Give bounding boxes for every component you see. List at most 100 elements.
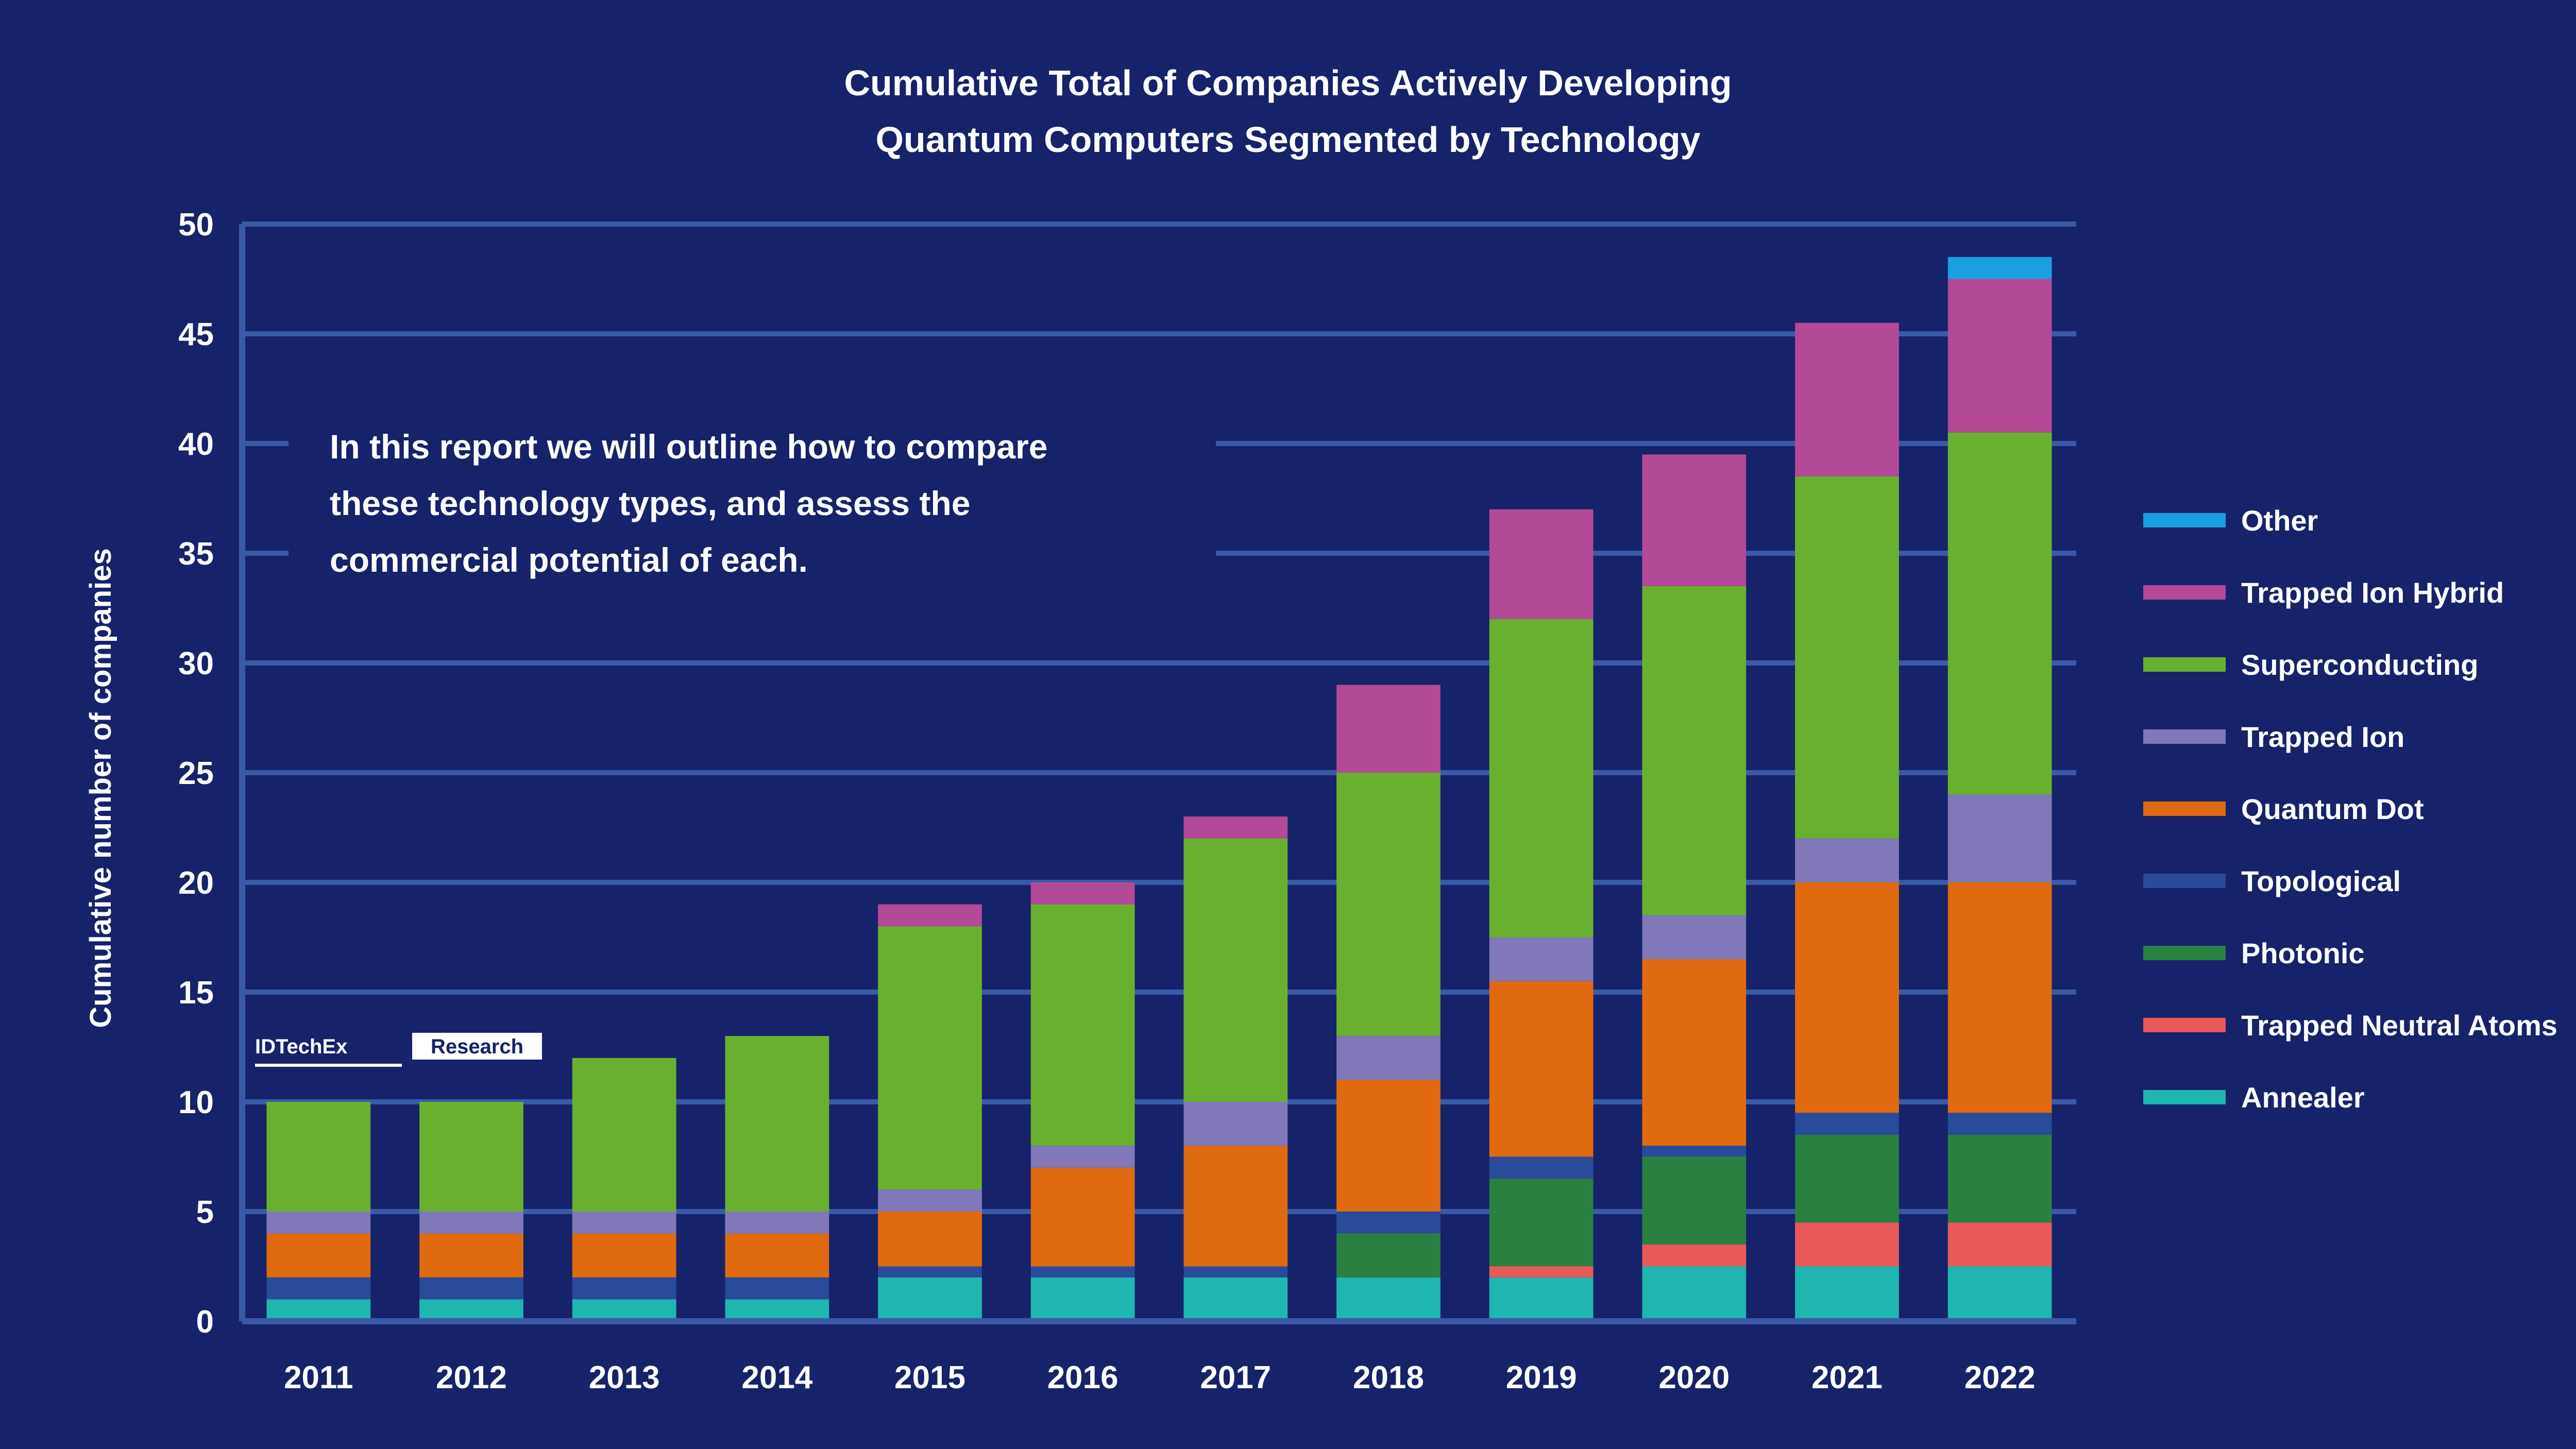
- legend-label-trapped-neutral-atoms: Trapped Neutral Atoms: [2241, 1009, 2557, 1042]
- annotation-line-2: these technology types, and assess the: [330, 484, 970, 522]
- bar-segment-2012-topological: [419, 1277, 523, 1300]
- y-tick-labels: 0 5 10 15 20 25 30 35 40 45 50: [178, 207, 214, 1340]
- chart-title-line-1: Cumulative Total of Companies Actively D…: [844, 63, 1732, 103]
- bar-segment-2020-trapped-ion: [1642, 915, 1747, 960]
- x-tick-label-2015: 2015: [894, 1360, 965, 1395]
- bar-segment-2019-trapped-neutral-atoms: [1489, 1266, 1594, 1277]
- y-tick-label-5: 5: [196, 1195, 214, 1230]
- bar-segment-2019-trapped-ion-hybrid: [1489, 509, 1594, 619]
- bar-segment-2016-trapped-ion: [1030, 1146, 1135, 1168]
- legend-swatch-trapped-ion: [2143, 729, 2226, 744]
- legend-swatch-trapped-neutral-atoms: [2143, 1018, 2226, 1032]
- bar-segment-2017-trapped-ion: [1183, 1102, 1288, 1146]
- bar-segment-2020-photonic: [1642, 1156, 1747, 1245]
- bar-segment-2021-trapped-ion: [1795, 838, 1899, 882]
- x-tick-label-2016: 2016: [1047, 1360, 1118, 1395]
- legend-swatch-trapped-ion-hybrid: [2143, 585, 2226, 600]
- bar-segment-2014-quantum-dot: [725, 1233, 829, 1277]
- bar-segment-2017-topological: [1183, 1266, 1288, 1277]
- bar-segment-2013-quantum-dot: [572, 1233, 676, 1277]
- y-tick-label-15: 15: [178, 975, 214, 1011]
- bar-segment-2022-quantum-dot: [1947, 882, 2052, 1113]
- x-tick-label-2020: 2020: [1658, 1360, 1730, 1395]
- x-tick-label-2013: 2013: [589, 1360, 660, 1395]
- bar-segment-2011-topological: [266, 1277, 371, 1300]
- y-tick-label-40: 40: [178, 427, 214, 462]
- x-tick-label-2018: 2018: [1353, 1360, 1424, 1395]
- y-tick-label-35: 35: [178, 536, 214, 572]
- chart-title: Cumulative Total of Companies Actively D…: [844, 63, 1732, 160]
- bar-segment-2020-topological: [1642, 1146, 1747, 1157]
- bar-segment-2011-trapped-ion: [266, 1212, 371, 1234]
- legend-label-trapped-ion: Trapped Ion: [2241, 721, 2404, 753]
- bar-segment-2011-annealer: [266, 1299, 371, 1321]
- bar-segment-2018-trapped-ion: [1336, 1036, 1440, 1080]
- bar-segment-2018-annealer: [1336, 1277, 1440, 1321]
- bar-segment-2019-topological: [1489, 1156, 1594, 1179]
- legend-label-trapped-ion-hybrid: Trapped Ion Hybrid: [2241, 576, 2504, 609]
- bar-segment-2020-quantum-dot: [1642, 959, 1747, 1146]
- bar-segment-2011-quantum-dot: [266, 1233, 371, 1277]
- watermark-research: Research: [431, 1035, 523, 1058]
- bar-segment-2020-superconducting: [1642, 586, 1747, 915]
- bar-segment-2013-annealer: [572, 1299, 676, 1321]
- bar-segment-2018-photonic: [1336, 1233, 1440, 1277]
- bar-segment-2013-superconducting: [572, 1058, 676, 1212]
- bar-segment-2022-superconducting: [1947, 432, 2052, 795]
- bar-segment-2022-topological: [1947, 1113, 2052, 1135]
- y-tick-label-25: 25: [178, 756, 214, 791]
- bar-segment-2019-photonic: [1489, 1179, 1594, 1267]
- bar-segment-2014-annealer: [725, 1299, 829, 1321]
- bar-segment-2015-quantum-dot: [878, 1212, 982, 1267]
- bar-segment-2022-trapped-neutral-atoms: [1947, 1222, 2052, 1267]
- bar-segment-2015-superconducting: [878, 926, 982, 1190]
- bar-segment-2016-trapped-ion-hybrid: [1030, 882, 1135, 905]
- legend-label-superconducting: Superconducting: [2241, 649, 2478, 681]
- x-tick-label-2021: 2021: [1811, 1360, 1883, 1395]
- legend-label-quantum-dot: Quantum Dot: [2241, 793, 2424, 825]
- bar-segment-2021-topological: [1795, 1113, 1899, 1135]
- bar-segment-2017-trapped-ion-hybrid: [1183, 816, 1288, 839]
- bar-segment-2020-trapped-ion-hybrid: [1642, 454, 1747, 586]
- bar-segment-2013-trapped-ion: [572, 1212, 676, 1234]
- watermark-box: [412, 1033, 542, 1060]
- chart-title-line-2: Quantum Computers Segmented by Technolog…: [875, 120, 1700, 160]
- bar-segment-2013-topological: [572, 1277, 676, 1300]
- legend-swatch-quantum-dot: [2143, 802, 2226, 816]
- bar-segment-2014-trapped-ion: [725, 1212, 829, 1234]
- bar-segment-2021-trapped-ion-hybrid: [1795, 322, 1899, 476]
- y-tick-label-45: 45: [178, 317, 214, 352]
- annotation-background: [289, 407, 1216, 592]
- bar-segment-2019-quantum-dot: [1489, 981, 1594, 1157]
- y-axis-label: Cumulative number of companies: [84, 548, 117, 1028]
- bar-segment-2021-photonic: [1795, 1134, 1899, 1223]
- x-tick-label-2017: 2017: [1200, 1360, 1271, 1395]
- bars: [266, 257, 2052, 1321]
- bar-segment-2022-other: [1947, 257, 2052, 279]
- bar-segment-2012-annealer: [419, 1299, 523, 1321]
- bar-segment-2022-annealer: [1947, 1266, 2052, 1321]
- axes: [239, 224, 2076, 1324]
- bar-segment-2016-topological: [1030, 1266, 1135, 1277]
- bar-segment-2012-trapped-ion: [419, 1212, 523, 1234]
- bar-segment-2021-trapped-neutral-atoms: [1795, 1222, 1899, 1267]
- bar-segment-2018-topological: [1336, 1212, 1440, 1234]
- annotation: In this report we will outline how to co…: [289, 407, 1216, 592]
- bar-segment-2015-trapped-ion-hybrid: [878, 904, 982, 927]
- y-tick-label-30: 30: [178, 646, 214, 681]
- bar-segment-2019-trapped-ion: [1489, 937, 1594, 981]
- legend-swatch-topological: [2143, 874, 2226, 888]
- x-tick-labels: 2011 2012 2013 2014 2015 2016 2017 2018 2019 2020…: [284, 1360, 2036, 1395]
- legend-label-other: Other: [2241, 504, 2318, 537]
- bar-segment-2018-superconducting: [1336, 773, 1440, 1036]
- legend-label-topological: Topological: [2241, 865, 2401, 897]
- legend: Other Trapped Ion Hybrid Superconducting Tr…: [2143, 504, 2557, 1114]
- bar-segment-2016-annealer: [1030, 1277, 1135, 1321]
- bar-segment-2021-annealer: [1795, 1266, 1899, 1321]
- bar-segment-2016-quantum-dot: [1030, 1167, 1135, 1267]
- x-tick-label-2012: 2012: [436, 1360, 507, 1395]
- bar-segment-2022-photonic: [1947, 1134, 2052, 1223]
- legend-swatch-annealer: [2143, 1090, 2226, 1104]
